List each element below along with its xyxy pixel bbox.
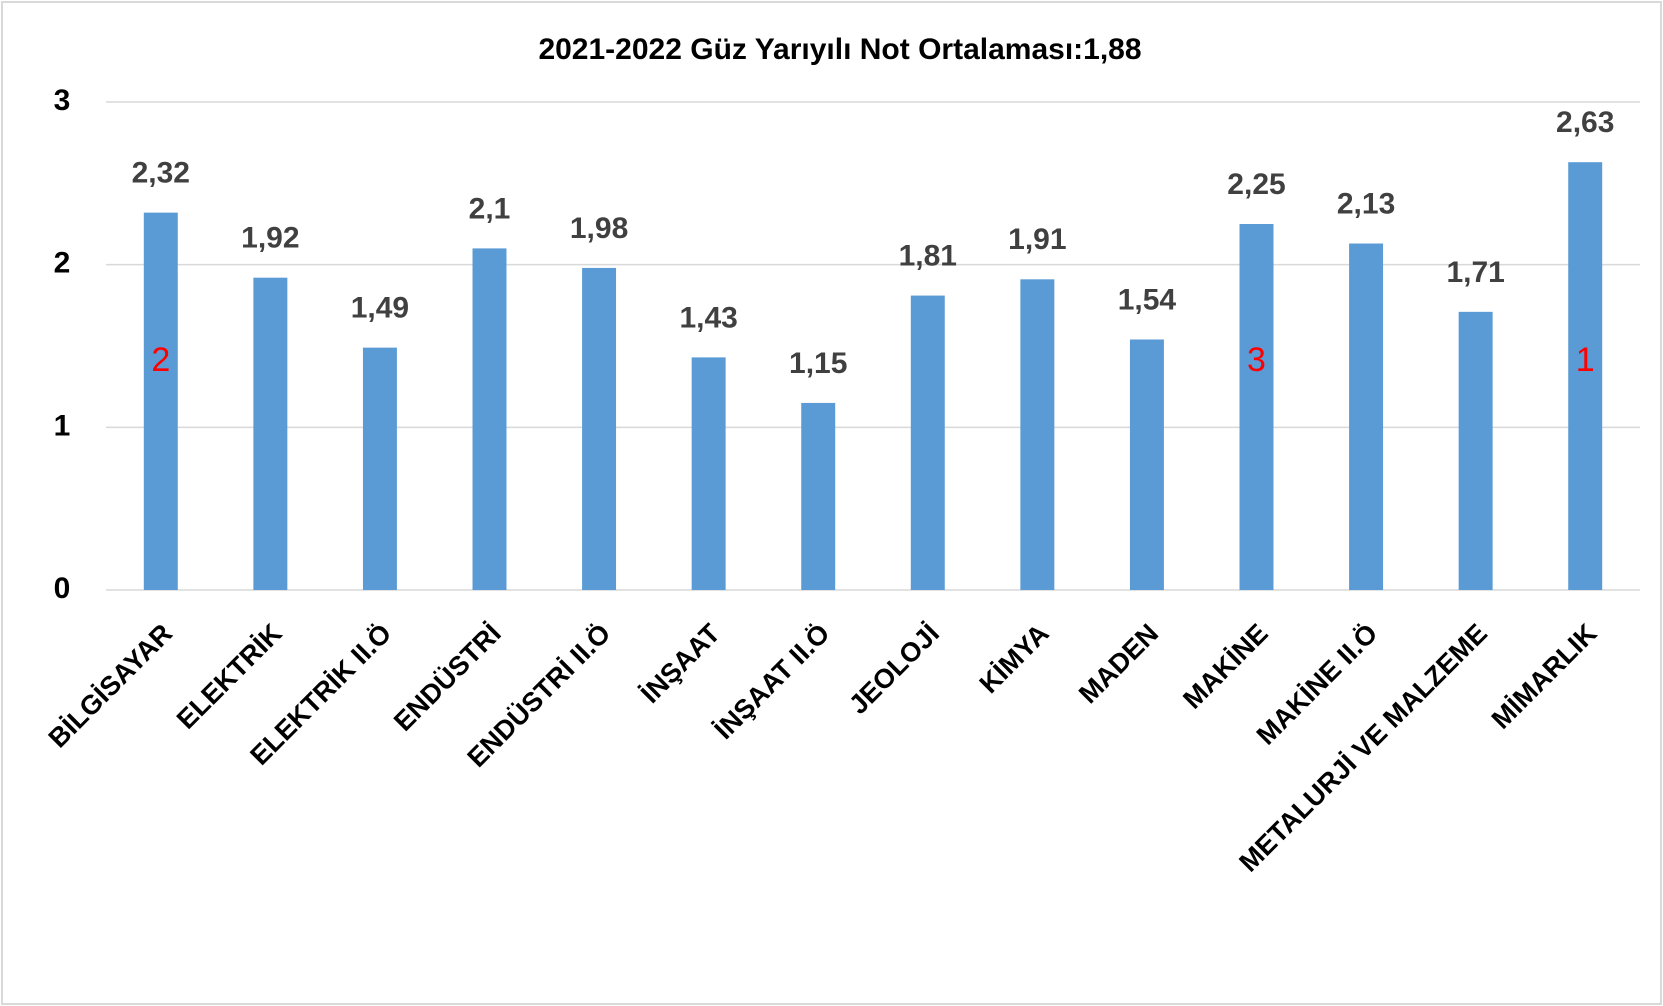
bar [801,402,836,590]
bar [1129,339,1164,590]
y-tick-label: 2 [54,247,71,280]
bar [1568,162,1603,591]
bar [1020,279,1055,590]
data-label: 2,13 [1337,187,1395,220]
y-tick-label: 1 [54,409,71,442]
bar [472,248,507,590]
y-tick-label: 3 [54,84,71,117]
chart-title: 2021-2022 Güz Yarıyılı Not Ortalaması:1,… [538,33,1141,66]
bar [362,347,397,590]
bar [1349,243,1384,590]
y-tick-label: 0 [54,572,71,605]
data-label: 1,43 [679,301,737,334]
bar [1239,224,1274,590]
bar [143,212,178,590]
data-label: 1,49 [351,292,409,325]
rank-label: 2 [151,341,170,379]
data-label: 2,25 [1227,168,1285,201]
data-label: 1,92 [241,222,299,255]
data-label: 2,63 [1556,106,1614,139]
data-label: 1,54 [1118,283,1177,316]
bar [1458,311,1493,590]
data-label: 1,71 [1446,256,1504,289]
data-label: 1,15 [789,347,847,380]
bar [910,295,945,590]
data-label: 2,1 [469,192,511,225]
data-label: 1,91 [1008,223,1066,256]
data-label: 2,32 [132,157,190,190]
bar [691,357,726,590]
rank-label: 3 [1247,341,1266,379]
data-label: 1,98 [570,212,628,245]
rank-label: 1 [1576,341,1595,379]
bar [582,267,617,590]
bar [253,277,288,590]
data-label: 1,81 [899,239,957,272]
